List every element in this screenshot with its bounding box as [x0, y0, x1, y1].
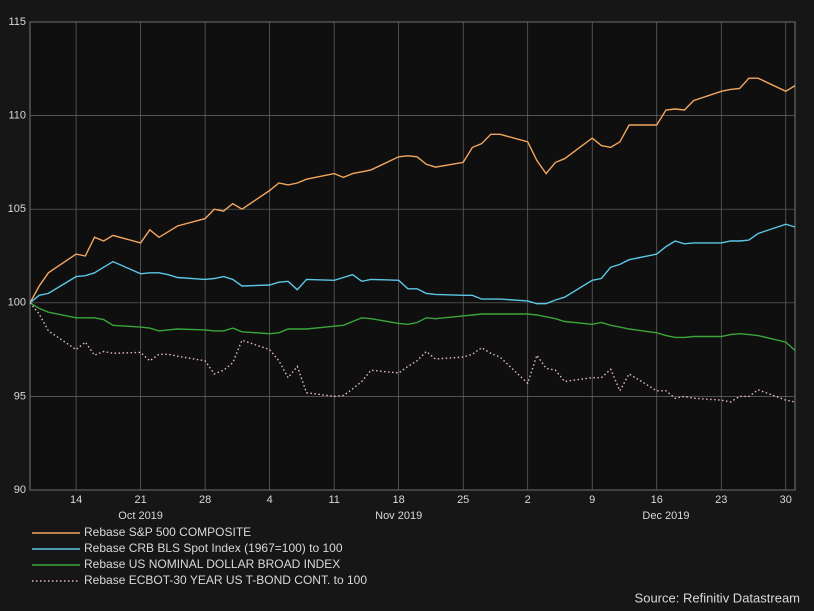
source: Source: Refinitiv Datastream: [635, 590, 800, 605]
x-tick-label: 16: [651, 494, 663, 506]
legend-label: Rebase US NOMINAL DOLLAR BROAD INDEX: [84, 557, 340, 571]
x-tick-label: 25: [457, 494, 469, 506]
y-tick-label: 90: [14, 484, 26, 496]
x-tick-label: 21: [134, 494, 146, 506]
plot-area: [29, 21, 796, 491]
x-tick-label: 28: [199, 494, 211, 506]
x-tick-label: 2: [525, 494, 531, 506]
x-tick-label: 9: [589, 494, 595, 506]
y-tick-label: 105: [8, 203, 26, 215]
series-line: [29, 223, 796, 305]
x-tick-label: 11: [328, 494, 339, 506]
series-line: [29, 302, 796, 352]
x-tick-label: 30: [780, 494, 792, 506]
x-tick-label: 14: [70, 494, 82, 506]
legend: Rebase S&P 500 COMPOSITE Rebase CRB BLS S…: [32, 525, 367, 587]
legend-label: Rebase S&P 500 COMPOSITE: [84, 525, 251, 539]
legend-label: Rebase ECBOT-30 YEAR US T-BOND CONT. to …: [84, 573, 367, 587]
y-tick-label: 110: [8, 110, 26, 122]
month-label: Dec 2019: [642, 510, 689, 522]
month-label: Oct 2019: [118, 510, 163, 522]
month-label: Nov 2019: [375, 510, 422, 522]
legend-label: Rebase CRB BLS Spot Index (1967=100) to …: [84, 541, 343, 555]
y-tick-label: 100: [8, 297, 26, 309]
x-tick-label: 18: [393, 494, 405, 506]
x-tick-label: 23: [715, 494, 727, 506]
y-tick-label: 115: [8, 16, 26, 28]
y-tick-label: 95: [14, 390, 26, 402]
series-line: [29, 77, 796, 304]
x-tick-label: 4: [267, 494, 273, 506]
